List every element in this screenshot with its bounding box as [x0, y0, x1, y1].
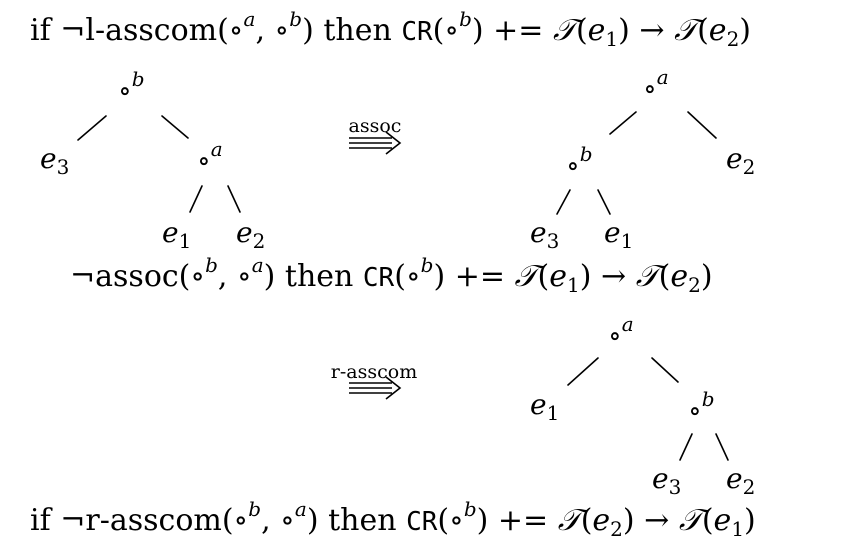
cr-label: CR	[401, 17, 433, 47]
formula-top-line: if ¬l-asscom(∘a, ∘b) then CR(∘b) += 𝒯(e1…	[30, 7, 751, 51]
edge	[567, 357, 599, 386]
superscript-b: b	[289, 7, 302, 31]
plus-equals: +=	[493, 13, 543, 48]
tree-bottom: ∘a e1 ∘b e3 e2	[530, 312, 755, 499]
edge	[161, 115, 189, 139]
edge	[189, 185, 203, 213]
arrow-assoc: assoc	[349, 115, 402, 155]
edge	[597, 189, 611, 215]
superscript-a: a	[244, 7, 256, 31]
formula-bottom-line: if ¬r-asscom(∘b, ∘a) then CR(∘b) += 𝒯(e2…	[30, 497, 756, 541]
tree-left-inner: ∘a	[197, 137, 223, 177]
tree-right-leaf-e3: e3	[530, 216, 559, 253]
formula-bottom-pre: if ¬r-asscom(	[30, 503, 234, 538]
edge	[227, 185, 241, 213]
edge	[651, 357, 679, 383]
tree-left-root: ∘b	[118, 67, 145, 107]
edge	[77, 115, 107, 141]
tree-bottom-leaf-e3: e3	[652, 462, 681, 499]
tree-bottom-root: ∘a	[608, 312, 634, 352]
op-symbol: ∘	[229, 13, 244, 48]
formula-middle-pre: ¬assoc(	[70, 259, 190, 294]
edge	[609, 111, 637, 135]
tree-right-root: ∘a	[643, 65, 669, 105]
tree-left-leaf-e3: e3	[40, 142, 69, 179]
formula-middle: ¬assoc(∘b, ∘a) then CR(∘b) += 𝒯(e1) → 𝒯(…	[70, 253, 713, 297]
then-keyword: then	[323, 13, 391, 48]
edge	[715, 433, 729, 461]
arrow-rasscom: r-asscom	[331, 361, 417, 400]
op-symbol: ∘	[444, 13, 459, 48]
op-symbol: ∘	[275, 13, 290, 48]
edge	[679, 433, 693, 461]
superscript-b: b	[459, 7, 472, 31]
subscript: 2	[727, 27, 740, 51]
formula-bottom: if ¬r-asscom(∘b, ∘a) then CR(∘b) += 𝒯(e2…	[30, 497, 756, 541]
tree-right: ∘a ∘b e2 e3 e1	[530, 65, 755, 253]
edge	[556, 189, 571, 215]
tree-left: ∘b e3 ∘a e1 e2	[40, 67, 265, 253]
formula-middle-line: ¬assoc(∘b, ∘a) then CR(∘b) += 𝒯(e1) → 𝒯(…	[70, 253, 713, 297]
tree-left-leaf-e2: e2	[236, 216, 265, 253]
tree-right-leaf-e1: e1	[604, 216, 633, 253]
subscript: 1	[605, 27, 618, 51]
arrow-rasscom-label: r-asscom	[331, 361, 417, 383]
formula-top: if ¬l-asscom(∘a, ∘b) then CR(∘b) += 𝒯(e1…	[30, 7, 751, 51]
tree-bottom-inner: ∘b	[688, 387, 715, 427]
expr-e: e	[709, 13, 727, 48]
tree-right-inner: ∘b	[566, 142, 593, 182]
edge	[687, 111, 717, 139]
implies-arrow: →	[639, 13, 664, 48]
tree-right-leaf-e2: e2	[726, 142, 755, 179]
tree-bottom-leaf-e2: e2	[726, 462, 755, 499]
arrow-assoc-label: assoc	[349, 115, 402, 137]
tree-left-leaf-e1: e1	[162, 216, 191, 253]
tree-bottom-leaf-e1: e1	[530, 388, 559, 425]
expr-e: e	[588, 13, 606, 48]
formula-top-pre: if ¬l-asscom(	[30, 13, 229, 48]
